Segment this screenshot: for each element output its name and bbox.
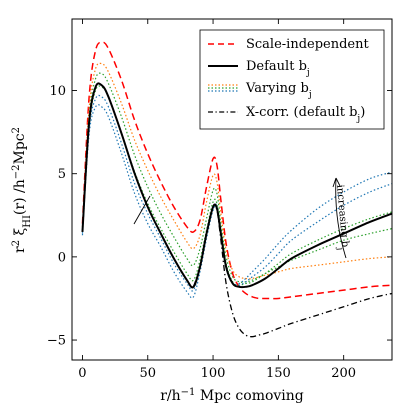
x-tick-label: 200 bbox=[331, 366, 356, 381]
legend-entry-scale-independent: Scale-independent bbox=[208, 37, 370, 52]
annotation-arrowhead bbox=[332, 177, 341, 188]
x-tick-label: 150 bbox=[266, 366, 291, 381]
y-tick-label: 10 bbox=[49, 84, 66, 99]
x-tick-label: 50 bbox=[139, 366, 156, 381]
y-tick-label: −5 bbox=[47, 334, 66, 349]
series-line-scale-independent bbox=[81, 41, 393, 300]
series-line-varying-b-j-1 bbox=[81, 62, 393, 280]
y-axis-label-text: r2 ξHI(r) /h−2Mpc2 bbox=[11, 127, 33, 253]
ticks-layer: 0 50 100 150 200 −5 0 5 10 bbox=[47, 19, 392, 381]
series-line-varying-b-j-5 bbox=[81, 104, 393, 299]
legend: Scale-independent Default bj Varying bj … bbox=[199, 29, 385, 130]
x-tick-label: 100 bbox=[201, 366, 226, 381]
annotation-left-arrow bbox=[133, 195, 151, 225]
x-tick-label: 0 bbox=[78, 366, 86, 381]
legend-entry-default-bj: Default bj bbox=[208, 59, 310, 78]
legend-entry-varying-bj: Varying bj bbox=[208, 81, 312, 100]
legend-label-default-bj: Default bj bbox=[246, 59, 310, 78]
legend-label-xcorr: X-corr. (default bj) bbox=[246, 105, 365, 124]
x-axis-label: r/h−1 Mpc comoving bbox=[160, 387, 304, 405]
y-tick-label: 5 bbox=[58, 167, 66, 182]
series-line-x-corr-default-b-j bbox=[192, 204, 393, 338]
y-tick-label: 0 bbox=[58, 250, 66, 265]
legend-label-scale-independent: Scale-independent bbox=[246, 37, 370, 52]
legend-entry-xcorr: X-corr. (default bj) bbox=[208, 105, 365, 124]
y-axis-label: r2 ξHI(r) /h−2Mpc2 bbox=[11, 127, 33, 253]
annotation-arc bbox=[335, 177, 347, 259]
series-layer bbox=[81, 41, 393, 338]
annotation-label: increasing bj bbox=[331, 184, 351, 250]
legend-label-varying-bj: Varying bj bbox=[245, 81, 312, 100]
plot-frame bbox=[71, 18, 393, 361]
